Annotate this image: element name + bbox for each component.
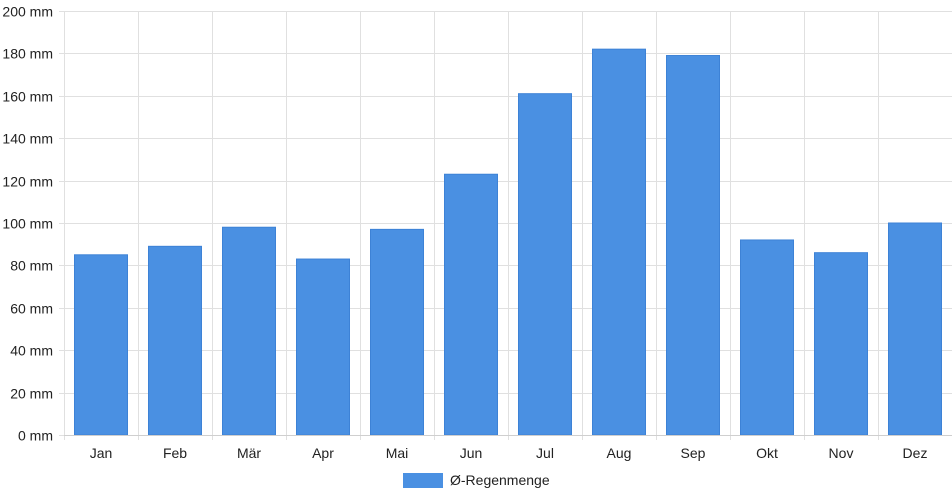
bar-nov <box>814 252 868 436</box>
x-tick-label: Nov <box>829 445 854 461</box>
bars <box>74 48 942 436</box>
bar-okt <box>740 239 794 436</box>
x-tick-label: Okt <box>756 445 778 461</box>
y-tick-label: 40 mm <box>10 343 53 359</box>
bar-aug <box>592 48 646 436</box>
y-tick-label: 80 mm <box>10 258 53 274</box>
y-tick-label: 60 mm <box>10 301 53 317</box>
x-tick-label: Dez <box>903 445 928 461</box>
x-tick-label: Feb <box>163 445 187 461</box>
x-tick-label: Apr <box>312 445 334 461</box>
legend-swatch <box>403 472 443 488</box>
bar-jul <box>518 93 572 436</box>
bar-mär <box>222 226 276 436</box>
bar-feb <box>148 245 202 436</box>
x-tick-label: Jan <box>90 445 113 461</box>
y-tick-label: 120 mm <box>2 174 53 190</box>
legend: Ø-Regenmenge <box>403 472 550 488</box>
bar-jun <box>444 173 498 436</box>
bar-mai <box>370 228 424 436</box>
x-tick-label: Aug <box>607 445 632 461</box>
legend-label: Ø-Regenmenge <box>450 472 550 488</box>
y-tick-label: 140 mm <box>2 131 53 147</box>
y-tick-label: 200 mm <box>2 4 53 20</box>
y-tick-label: 100 mm <box>2 216 53 232</box>
x-tick-label: Jun <box>460 445 483 461</box>
bar-apr <box>296 258 350 436</box>
grid-lines <box>59 11 952 440</box>
x-tick-label: Mär <box>237 445 261 461</box>
x-tick-label: Sep <box>681 445 706 461</box>
bar-dez <box>888 222 942 436</box>
axes: 0 mm 20 mm 40 mm 60 mm 80 mm 100 mm 120 mm 140 … <box>2 4 952 461</box>
y-tick-label: 20 mm <box>10 386 53 402</box>
y-tick-label: 160 mm <box>2 89 53 105</box>
bar-sep <box>666 55 720 436</box>
x-tick-label: Jul <box>536 445 554 461</box>
bar-jan <box>74 254 128 436</box>
y-tick-label: 0 mm <box>18 428 53 444</box>
y-tick-label: 180 mm <box>2 46 53 62</box>
x-tick-label: Mai <box>386 445 409 461</box>
